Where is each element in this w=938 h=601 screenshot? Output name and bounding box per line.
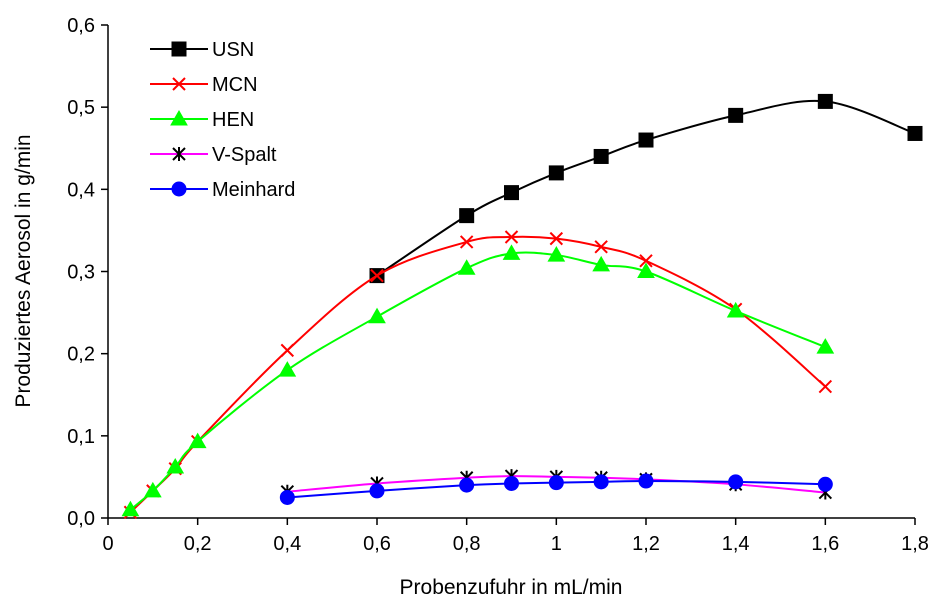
data-point-meinhard (638, 473, 654, 489)
data-point-usn (907, 125, 923, 141)
y-axis-title: Produziertes Aerosol in g/min (12, 134, 35, 407)
legend-label-hen: HEN (212, 109, 254, 131)
legend-entry-usn: USN (150, 39, 254, 61)
x-tick-label: 0 (102, 533, 113, 555)
y-tick-label: 0,2 (67, 344, 95, 366)
data-point-usn (593, 148, 609, 164)
y-tick-label: 0,3 (67, 262, 95, 284)
series-usn (369, 93, 923, 284)
x-tick-label: 0,4 (273, 533, 301, 555)
legend-entry-hen: HEN (150, 109, 254, 131)
data-point-hen (502, 244, 521, 260)
data-point-mcn (549, 231, 564, 246)
legend-marker-mcn (172, 77, 186, 91)
data-point-meinhard (369, 483, 385, 499)
data-point-mcn (639, 254, 653, 268)
data-point-mcn (280, 343, 295, 358)
series-line-usn (376, 99, 916, 277)
y-tick-label: 0,6 (67, 15, 95, 37)
data-point-meinhard (459, 477, 475, 493)
series-line-hen (129, 251, 826, 511)
data-point-mcn (818, 379, 833, 394)
data-point-usn (459, 208, 475, 224)
data-point-mcn (459, 235, 474, 249)
x-tick-label: 1,8 (901, 533, 929, 555)
data-point-meinhard (817, 476, 833, 492)
legend-entry-v-spalt: V-Spalt (150, 144, 277, 166)
x-tick-label: 1,6 (811, 533, 839, 555)
data-point-meinhard (548, 475, 564, 491)
series-mcn (123, 230, 833, 519)
data-point-hen (547, 246, 566, 262)
data-point-hen (188, 432, 207, 449)
data-point-mcn (504, 230, 519, 244)
series-line-mcn (129, 235, 826, 513)
legend-marker-usn (171, 41, 187, 57)
axes: 0 0,2 0,4 0,6 0,8 1 1,2 1,4 1,6 1,8 0,0 0,1 0,2 0,3 0,… (67, 15, 929, 555)
x-axis-title: Probenzufuhr in mL/min (400, 576, 623, 599)
data-point-usn (728, 107, 744, 123)
data-point-mcn (594, 240, 608, 254)
legend-label-usn: USN (212, 39, 254, 61)
data-point-hen (816, 338, 835, 354)
y-tick-label: 0,0 (67, 508, 95, 530)
series-meinhard (279, 473, 833, 505)
data-point-hen (726, 301, 745, 318)
legend-label-v-spalt: V-Spalt (212, 144, 277, 166)
legend-entry-mcn: MCN (150, 74, 258, 96)
data-point-hen (592, 255, 611, 272)
x-tick-label: 1,4 (722, 533, 750, 555)
data-point-hen (368, 307, 386, 324)
legend-marker-hen (170, 109, 188, 126)
series-hen (121, 244, 835, 517)
data-point-meinhard (504, 475, 519, 491)
data-point-usn (548, 165, 564, 181)
data-point-mcn (370, 268, 384, 283)
legend-marker-v-spalt (172, 147, 186, 161)
data-point-meinhard (279, 489, 295, 505)
x-tick-label: 0,8 (453, 533, 481, 555)
data-point-usn (504, 185, 519, 201)
y-tick-label: 0,4 (67, 179, 95, 201)
y-tick-label: 0,5 (67, 97, 95, 119)
legend-marker-meinhard (171, 181, 187, 197)
data-point-hen (143, 481, 162, 498)
legend-label-meinhard: Meinhard (212, 179, 295, 201)
data-point-hen (121, 500, 140, 517)
legend: USN MCN HEN V-Spalt Meinhard (150, 39, 295, 201)
series-layer (121, 93, 923, 519)
data-point-usn (817, 93, 833, 109)
x-tick-label: 0,6 (363, 533, 391, 555)
y-tick-label: 0,1 (67, 426, 95, 448)
x-tick-label: 1,2 (632, 533, 660, 555)
x-tick-label: 0,2 (184, 533, 212, 555)
legend-label-mcn: MCN (212, 74, 258, 96)
data-point-usn (638, 132, 654, 148)
data-point-hen (278, 361, 297, 377)
legend-entry-meinhard: Meinhard (150, 179, 295, 201)
data-point-hen (166, 458, 185, 474)
data-point-hen (637, 262, 655, 278)
data-point-meinhard (593, 474, 609, 490)
x-tick-label: 1 (551, 533, 562, 555)
data-point-hen (457, 259, 476, 275)
data-point-meinhard (728, 474, 744, 490)
